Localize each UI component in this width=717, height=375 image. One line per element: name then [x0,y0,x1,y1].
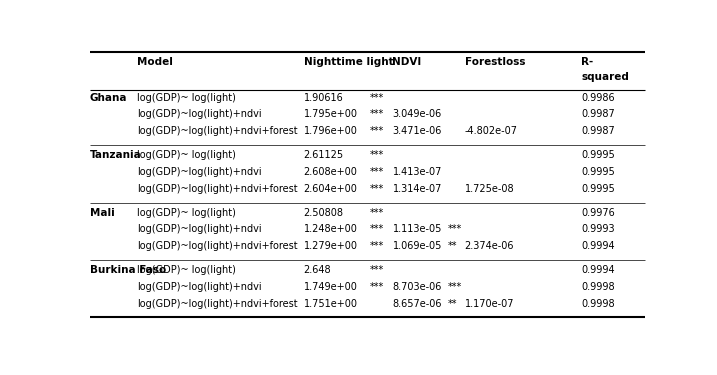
Text: ***: *** [448,224,462,234]
Text: **: ** [448,298,457,309]
Text: log(GDP)~log(light)+ndvi+forest: log(GDP)~log(light)+ndvi+forest [137,184,298,194]
Text: 0.9986: 0.9986 [581,93,615,103]
Text: 1.279e+00: 1.279e+00 [303,241,358,251]
Text: NDVI: NDVI [392,57,422,66]
Text: 0.9994: 0.9994 [581,241,615,251]
Text: 2.608e+00: 2.608e+00 [303,167,358,177]
Text: 1.90616: 1.90616 [303,93,343,103]
Text: 1.069e-05: 1.069e-05 [392,241,442,251]
Text: ***: *** [448,282,462,292]
Text: Nighttime light: Nighttime light [303,57,393,66]
Text: squared: squared [581,72,630,82]
Text: 2.50808: 2.50808 [303,208,343,218]
Text: ***: *** [370,184,384,194]
Text: log(GDP)~log(light)+ndvi: log(GDP)~log(light)+ndvi [137,110,262,119]
Text: 1.749e+00: 1.749e+00 [303,282,358,292]
Text: log(GDP)~log(light)+ndvi: log(GDP)~log(light)+ndvi [137,167,262,177]
Text: 0.9987: 0.9987 [581,110,615,119]
Text: log(GDP)~ log(light): log(GDP)~ log(light) [137,265,236,275]
Text: 8.703e-06: 8.703e-06 [392,282,442,292]
Text: 0.9993: 0.9993 [581,224,615,234]
Text: Forestloss: Forestloss [465,57,526,66]
Text: ***: *** [370,126,384,136]
Text: 1.725e-08: 1.725e-08 [465,184,514,194]
Text: 1.248e+00: 1.248e+00 [303,224,358,234]
Text: log(GDP)~ log(light): log(GDP)~ log(light) [137,150,236,160]
Text: ***: *** [370,282,384,292]
Text: 1.795e+00: 1.795e+00 [303,110,358,119]
Text: ***: *** [370,224,384,234]
Text: Ghana: Ghana [90,93,127,103]
Text: log(GDP)~log(light)+ndvi: log(GDP)~log(light)+ndvi [137,282,262,292]
Text: 3.471e-06: 3.471e-06 [392,126,442,136]
Text: ***: *** [370,110,384,119]
Text: log(GDP)~log(light)+ndvi+forest: log(GDP)~log(light)+ndvi+forest [137,298,298,309]
Text: 1.314e-07: 1.314e-07 [392,184,442,194]
Text: ***: *** [370,93,384,103]
Text: ***: *** [370,167,384,177]
Text: ***: *** [370,265,384,275]
Text: 0.9987: 0.9987 [581,126,615,136]
Text: Tanzania: Tanzania [90,150,141,160]
Text: 2.374e-06: 2.374e-06 [465,241,514,251]
Text: 0.9995: 0.9995 [581,150,615,160]
Text: 2.61125: 2.61125 [303,150,343,160]
Text: 0.9995: 0.9995 [581,184,615,194]
Text: Mali: Mali [90,208,115,218]
Text: **: ** [448,241,457,251]
Text: 1.113e-05: 1.113e-05 [392,224,442,234]
Text: ***: *** [370,150,384,160]
Text: 3.049e-06: 3.049e-06 [392,110,442,119]
Text: Model: Model [137,57,173,66]
Text: log(GDP)~ log(light): log(GDP)~ log(light) [137,208,236,218]
Text: log(GDP)~log(light)+ndvi+forest: log(GDP)~log(light)+ndvi+forest [137,126,298,136]
Text: 0.9995: 0.9995 [581,167,615,177]
Text: 0.9998: 0.9998 [581,298,615,309]
Text: 1.796e+00: 1.796e+00 [303,126,358,136]
Text: 8.657e-06: 8.657e-06 [392,298,442,309]
Text: log(GDP)~ log(light): log(GDP)~ log(light) [137,93,236,103]
Text: 1.413e-07: 1.413e-07 [392,167,442,177]
Text: ***: *** [370,208,384,218]
Text: Burkina Faso: Burkina Faso [90,265,166,275]
Text: 2.648: 2.648 [303,265,331,275]
Text: log(GDP)~log(light)+ndvi+forest: log(GDP)~log(light)+ndvi+forest [137,241,298,251]
Text: 0.9998: 0.9998 [581,282,615,292]
Text: 0.9976: 0.9976 [581,208,615,218]
Text: 1.751e+00: 1.751e+00 [303,298,358,309]
Text: 1.170e-07: 1.170e-07 [465,298,514,309]
Text: 0.9994: 0.9994 [581,265,615,275]
Text: ***: *** [370,241,384,251]
Text: -4.802e-07: -4.802e-07 [465,126,518,136]
Text: 2.604e+00: 2.604e+00 [303,184,358,194]
Text: log(GDP)~log(light)+ndvi: log(GDP)~log(light)+ndvi [137,224,262,234]
Text: R-: R- [581,57,594,66]
